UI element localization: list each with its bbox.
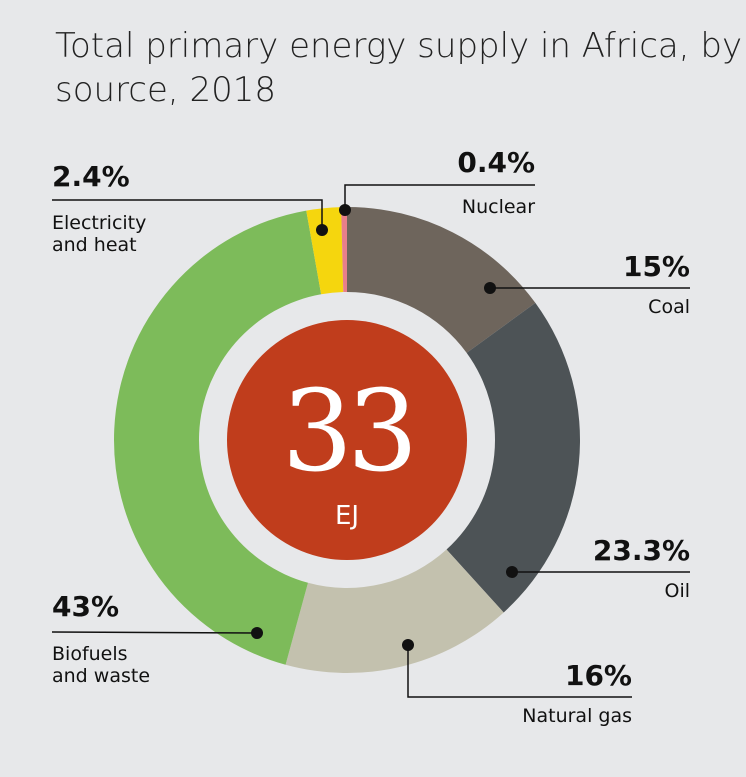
- leader-dot: [251, 627, 263, 639]
- value-label: 43%: [52, 590, 120, 623]
- leader-dot: [484, 282, 496, 294]
- category-label: Oil: [664, 580, 690, 602]
- slice: [285, 549, 504, 673]
- leader-line: [344, 184, 535, 210]
- leader-dot: [339, 204, 351, 216]
- value-label: 15%: [622, 250, 690, 283]
- leader-dot: [316, 224, 328, 236]
- slice: [113, 210, 322, 665]
- center-value: 33: [282, 367, 413, 497]
- category-label: Coal: [648, 296, 690, 318]
- leader-dot: [402, 639, 414, 651]
- center-circle: [227, 320, 467, 560]
- category-label: Natural gas: [522, 705, 632, 727]
- value-label: 2.4%: [52, 160, 130, 193]
- category-label: Biofuels and waste: [52, 643, 151, 687]
- category-label: Electricity and heat: [52, 212, 147, 256]
- category-label: Nuclear: [461, 196, 535, 218]
- slice: [347, 207, 536, 353]
- slice: [446, 302, 581, 613]
- value-label: 23.3%: [592, 534, 690, 567]
- leader-line: [51, 631, 258, 634]
- leader-line: [52, 199, 323, 230]
- value-label: 0.4%: [457, 146, 535, 179]
- chart-title: Total primary energy supply in Africa, b…: [55, 26, 743, 110]
- leader-dot: [506, 566, 518, 578]
- slice: [306, 207, 344, 295]
- leader-line: [407, 645, 632, 698]
- slice: [341, 207, 347, 293]
- center-unit: EJ: [335, 501, 359, 531]
- value-label: 16%: [564, 659, 632, 692]
